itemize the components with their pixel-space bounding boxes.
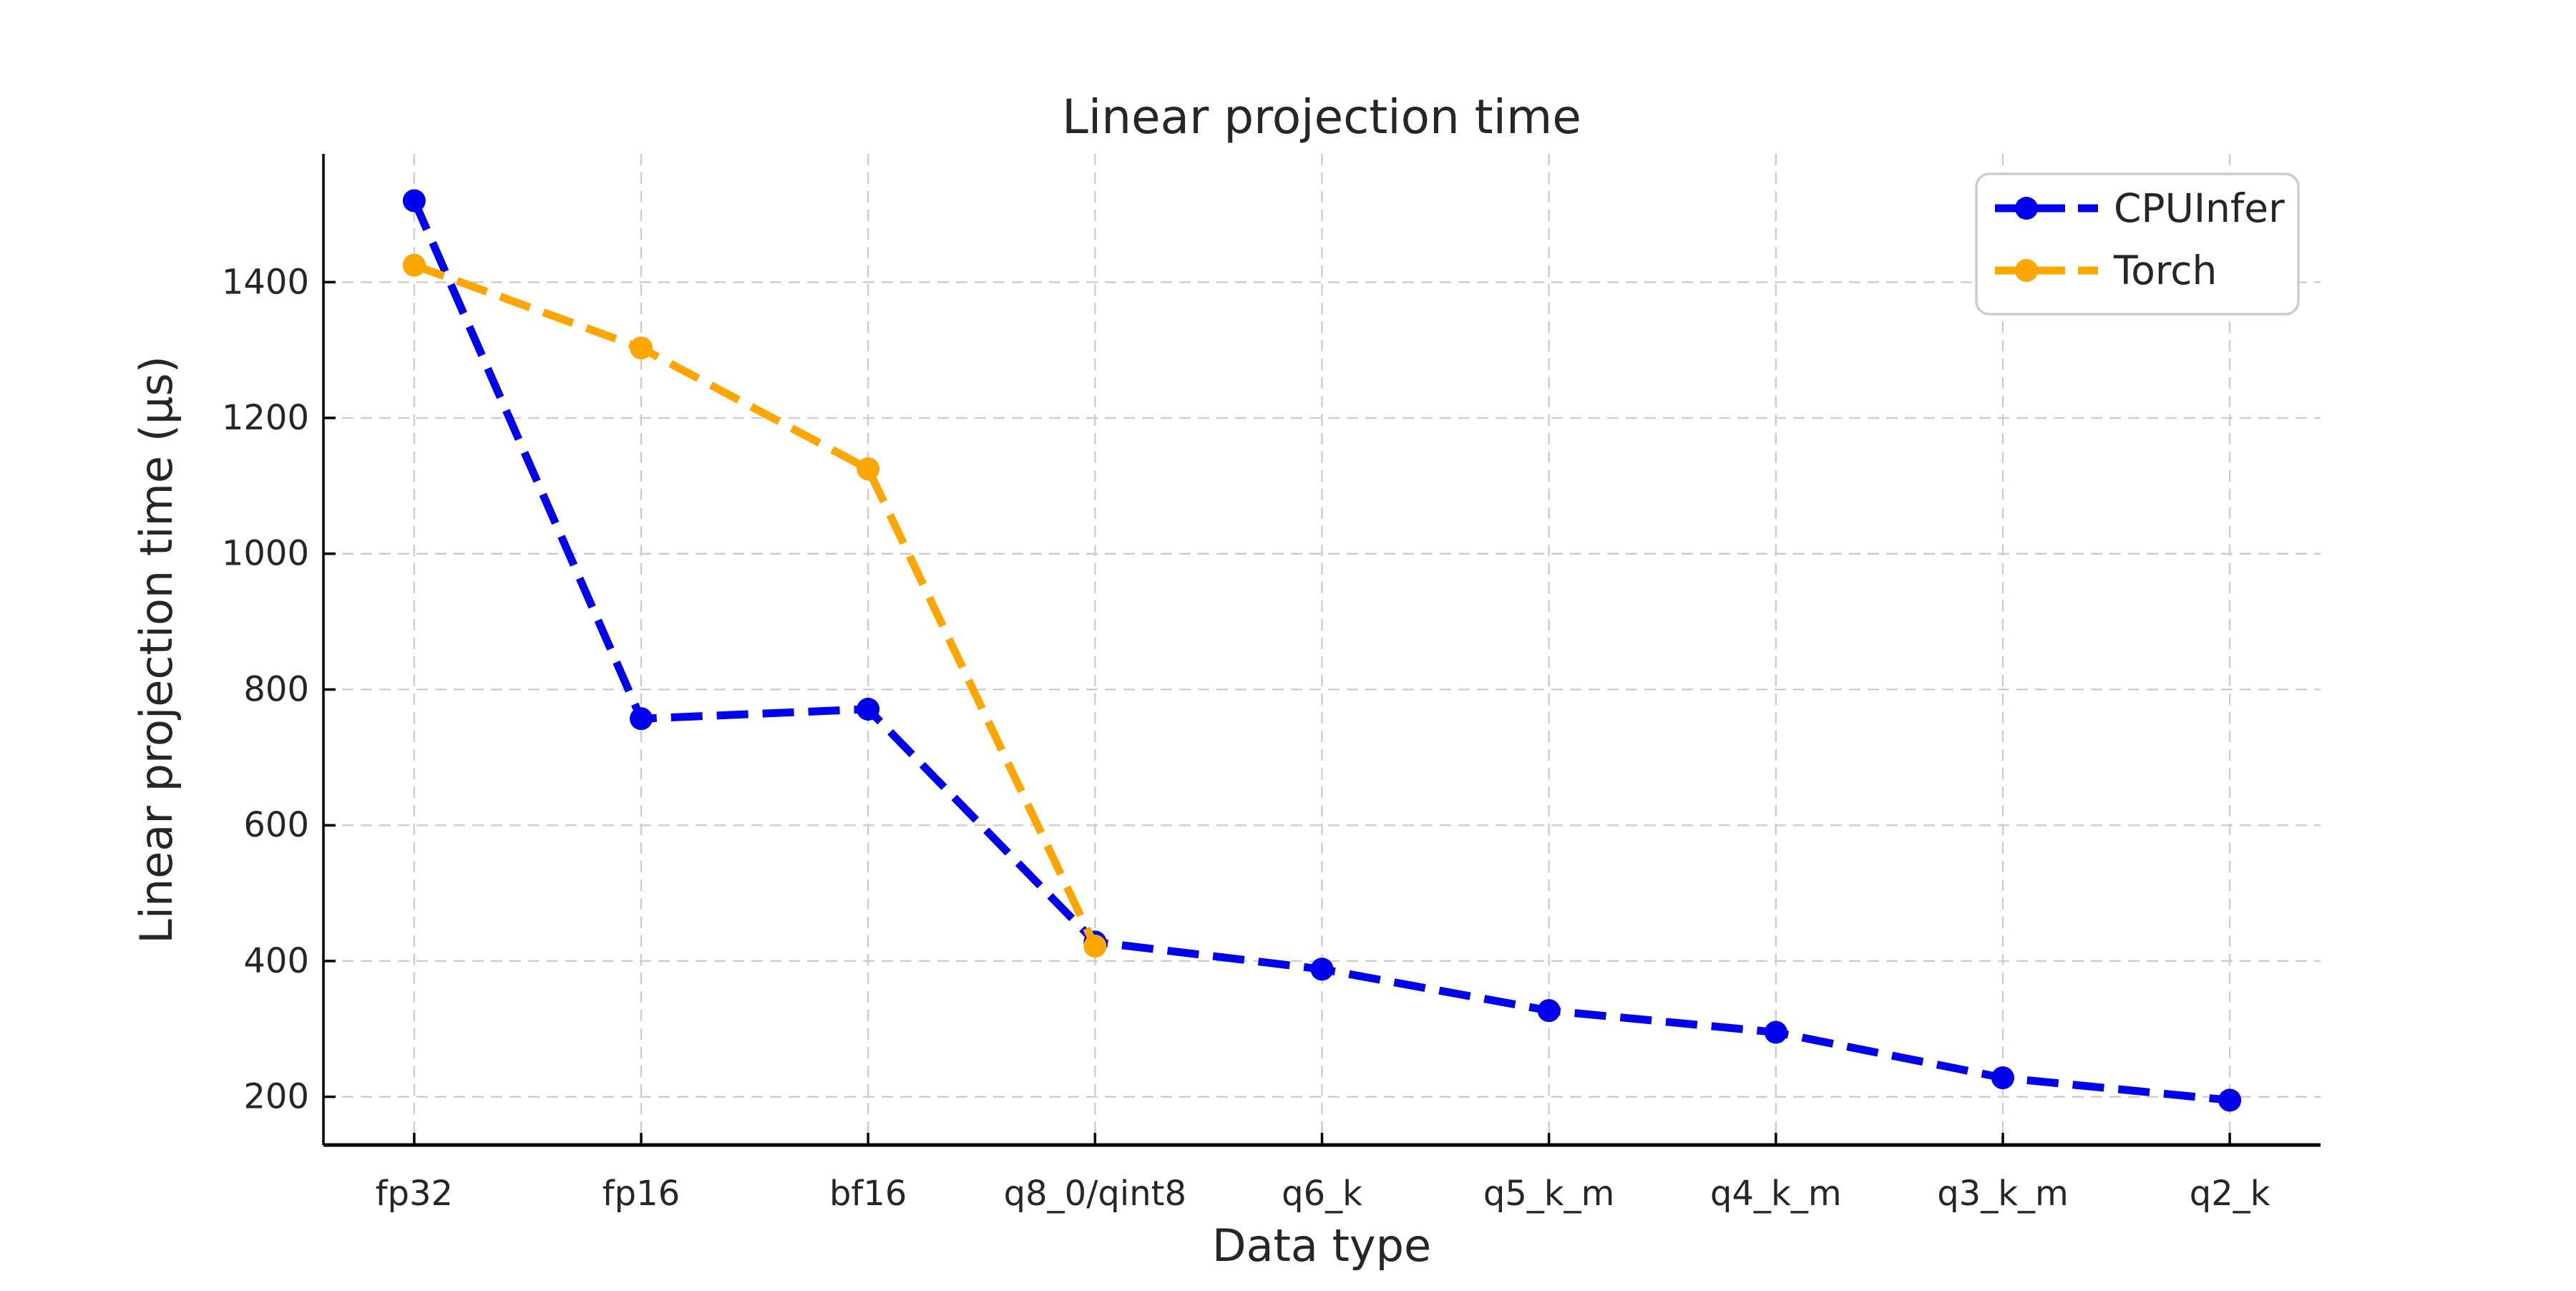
data-point-cpuinfer (630, 707, 653, 731)
y-tick-label: 400 (243, 941, 309, 981)
x-axis-label: Data type (1212, 1219, 1431, 1272)
series-line-torch (412, 261, 1099, 948)
tick-labels: fp32 fp16 bf16 q8_0/qint8 q6_k q5_k_m q4_k_m q3… (222, 262, 2270, 1214)
data-point-cpuinfer (1764, 1020, 1787, 1044)
x-tick-label: fp16 (602, 1174, 680, 1214)
data-point-torch (1083, 935, 1107, 958)
y-tick-label: 1400 (222, 262, 309, 302)
x-tick-label: bf16 (829, 1174, 907, 1214)
data-point-torch (630, 336, 653, 360)
x-tick-label: q5_k_m (1483, 1174, 1615, 1214)
x-tick-label: q3_k_m (1937, 1174, 2069, 1214)
series-torch (402, 253, 1107, 958)
y-tick-label: 600 (243, 805, 309, 845)
data-point-cpuinfer (1991, 1066, 2014, 1090)
data-series (402, 189, 2242, 1112)
legend-marker (2015, 259, 2038, 282)
x-tick-label: fp32 (376, 1174, 453, 1214)
legend-label: CPUInfer (2114, 185, 2285, 231)
data-point-cpuinfer (857, 697, 880, 721)
data-point-cpuinfer (2218, 1088, 2242, 1112)
data-point-cpuinfer (1537, 999, 1561, 1023)
x-tick-label: q4_k_m (1710, 1174, 1842, 1214)
x-tick-label: q8_0/qint8 (1004, 1174, 1186, 1214)
data-point-cpuinfer (402, 189, 426, 213)
legend-entry-cpuinfer: CPUInfer (1995, 185, 2285, 231)
y-tick-label: 800 (243, 669, 309, 709)
chart-title: Linear projection time (1062, 89, 1581, 145)
y-tick-label: 200 (243, 1077, 309, 1117)
y-tick-label: 1200 (222, 398, 309, 438)
x-tick-label: q2_k (2190, 1174, 2270, 1214)
legend-label: Torch (2113, 248, 2217, 293)
legend: CPUInfer Torch (1975, 172, 2300, 316)
legend-entry-torch: Torch (1995, 248, 2217, 293)
legend-marker (2015, 197, 2038, 220)
x-tick-label: q6_k (1282, 1174, 1362, 1214)
axes (322, 154, 2321, 1147)
data-point-torch (402, 253, 426, 277)
data-point-torch (857, 457, 880, 481)
data-point-cpuinfer (1310, 958, 1334, 981)
y-tick-label: 1000 (222, 534, 309, 574)
y-axis-label: Linear projection time (μs) (130, 356, 182, 944)
